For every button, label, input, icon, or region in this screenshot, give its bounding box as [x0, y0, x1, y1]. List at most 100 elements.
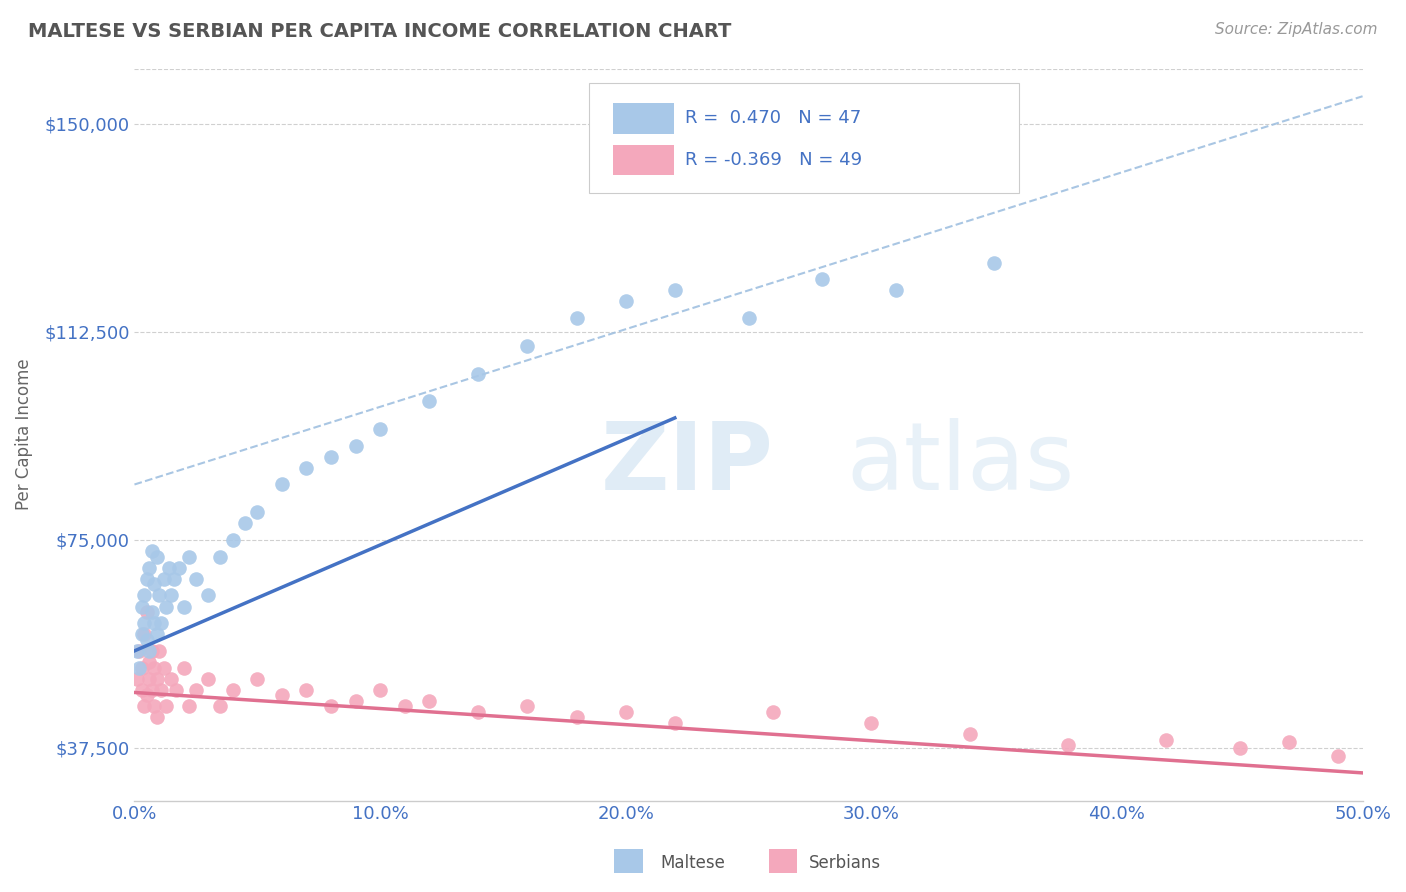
Point — [131, 627, 153, 641]
Point — [150, 682, 173, 697]
Point — [167, 560, 190, 574]
Point — [246, 672, 269, 686]
Point — [222, 682, 245, 697]
Point — [344, 439, 367, 453]
Point — [173, 660, 195, 674]
Point — [157, 560, 180, 574]
Point — [145, 672, 167, 686]
Point — [134, 616, 156, 631]
Point — [138, 644, 160, 658]
Point — [394, 699, 416, 714]
Point — [148, 644, 170, 658]
Point — [762, 705, 785, 719]
Point — [614, 294, 637, 309]
Point — [145, 627, 167, 641]
Point — [145, 710, 167, 724]
Point — [811, 272, 834, 286]
Point — [860, 716, 883, 731]
Point — [141, 644, 163, 658]
Point — [418, 694, 440, 708]
Point — [664, 716, 686, 731]
Point — [516, 699, 538, 714]
Point — [1056, 738, 1078, 752]
Point — [368, 682, 391, 697]
Point — [270, 477, 292, 491]
Point — [128, 660, 150, 674]
Point — [153, 660, 176, 674]
Point — [131, 599, 153, 614]
Point — [134, 699, 156, 714]
Point — [128, 644, 150, 658]
Point — [209, 699, 232, 714]
Point — [246, 505, 269, 519]
Point — [197, 672, 219, 686]
Point — [222, 533, 245, 547]
Point — [565, 311, 588, 326]
Point — [134, 627, 156, 641]
Point — [148, 588, 170, 602]
Point — [173, 599, 195, 614]
Point — [177, 699, 200, 714]
Point — [153, 572, 176, 586]
Point — [565, 710, 588, 724]
Point — [959, 727, 981, 741]
Point — [467, 367, 489, 381]
Point — [1327, 749, 1350, 764]
Point — [344, 694, 367, 708]
Point — [516, 339, 538, 353]
Point — [737, 311, 759, 326]
Point — [319, 450, 342, 464]
Point — [197, 588, 219, 602]
Point — [143, 616, 166, 631]
Point — [184, 572, 207, 586]
Point — [319, 699, 342, 714]
Point — [983, 255, 1005, 269]
FancyBboxPatch shape — [613, 103, 673, 134]
Point — [233, 516, 256, 531]
Text: Serbians: Serbians — [808, 855, 880, 872]
Point — [138, 560, 160, 574]
Point — [664, 284, 686, 298]
Point — [155, 699, 177, 714]
Text: ZIP: ZIP — [602, 417, 775, 510]
Point — [145, 549, 167, 564]
Point — [143, 699, 166, 714]
Point — [131, 660, 153, 674]
Point — [884, 284, 907, 298]
Point — [270, 688, 292, 702]
Y-axis label: Per Capita Income: Per Capita Income — [15, 359, 32, 510]
Point — [141, 682, 163, 697]
Point — [160, 672, 183, 686]
Point — [141, 605, 163, 619]
Point — [163, 572, 186, 586]
Point — [368, 422, 391, 436]
Point — [143, 660, 166, 674]
Text: MALTESE VS SERBIAN PER CAPITA INCOME CORRELATION CHART: MALTESE VS SERBIAN PER CAPITA INCOME COR… — [28, 22, 731, 41]
Point — [134, 588, 156, 602]
Point — [125, 644, 148, 658]
Point — [135, 688, 157, 702]
Point — [177, 549, 200, 564]
Text: Maltese: Maltese — [661, 855, 725, 872]
Text: R =  0.470   N = 47: R = 0.470 N = 47 — [685, 110, 860, 128]
Point — [135, 632, 157, 647]
Point — [135, 605, 157, 619]
Point — [155, 599, 177, 614]
Text: R = -0.369   N = 49: R = -0.369 N = 49 — [685, 151, 862, 169]
Text: Source: ZipAtlas.com: Source: ZipAtlas.com — [1215, 22, 1378, 37]
Point — [138, 655, 160, 669]
Text: atlas: atlas — [846, 417, 1076, 510]
Point — [295, 682, 318, 697]
Point — [614, 705, 637, 719]
Point — [138, 672, 160, 686]
Point — [165, 682, 187, 697]
Point — [184, 682, 207, 697]
Point — [467, 705, 489, 719]
Point — [295, 460, 318, 475]
Point — [1229, 740, 1251, 755]
Point — [131, 682, 153, 697]
Point — [141, 544, 163, 558]
Point — [1278, 735, 1301, 749]
Point — [143, 577, 166, 591]
FancyBboxPatch shape — [589, 83, 1019, 193]
